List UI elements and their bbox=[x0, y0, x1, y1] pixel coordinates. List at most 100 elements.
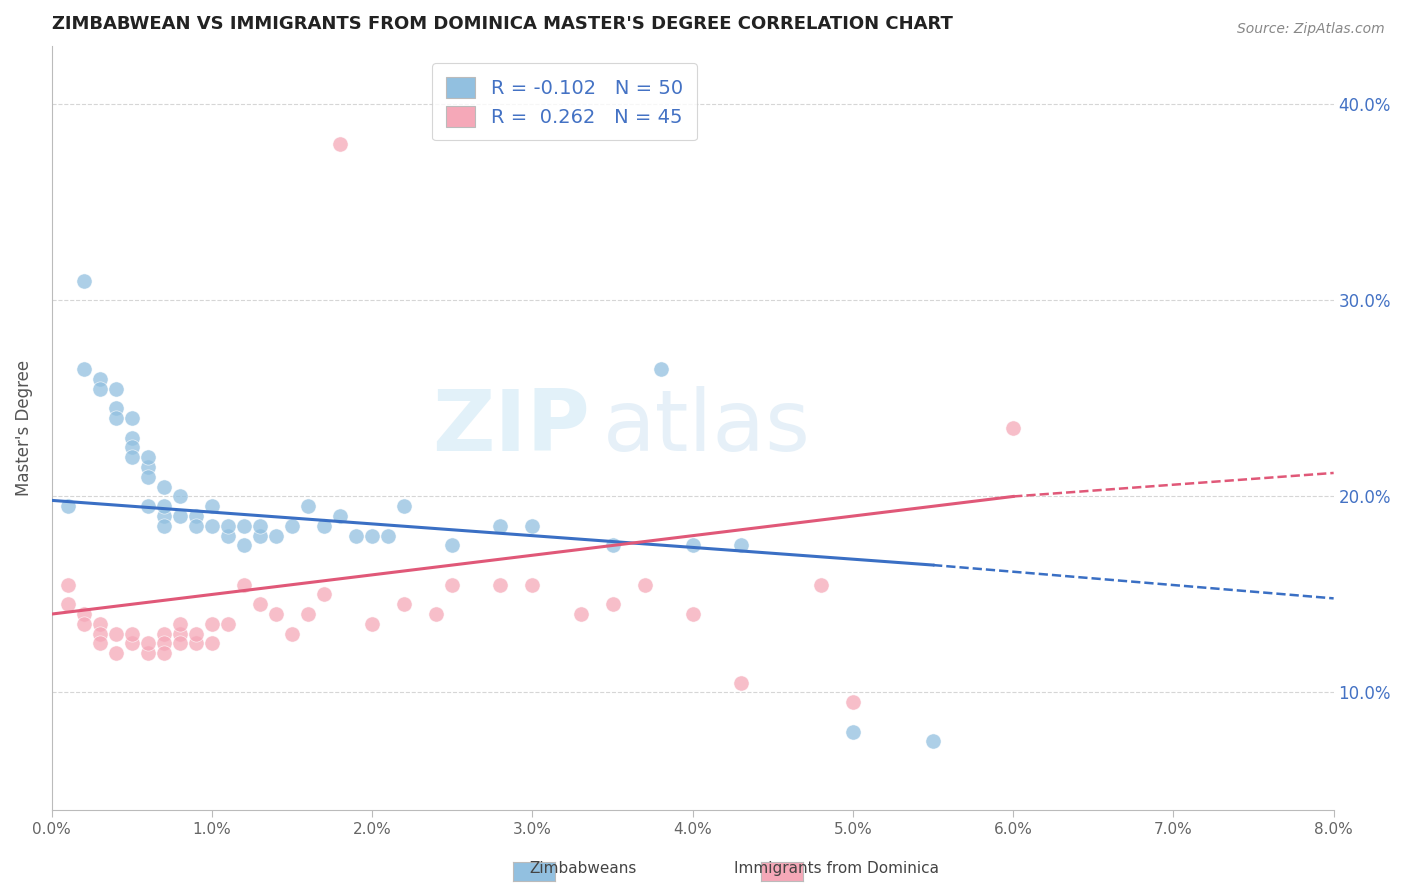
Text: ZIP: ZIP bbox=[433, 386, 591, 469]
Point bbox=[153, 636, 176, 650]
Point bbox=[249, 597, 271, 611]
Point bbox=[121, 431, 143, 445]
Point bbox=[682, 607, 704, 621]
Point bbox=[184, 519, 207, 533]
Point bbox=[730, 539, 752, 553]
Point bbox=[361, 529, 384, 543]
Point bbox=[489, 577, 512, 591]
Point bbox=[394, 500, 416, 514]
Point bbox=[89, 616, 111, 631]
Point bbox=[842, 695, 865, 709]
Point bbox=[153, 519, 176, 533]
Point bbox=[121, 441, 143, 455]
Text: Zimbabweans: Zimbabweans bbox=[530, 861, 637, 876]
Point bbox=[121, 411, 143, 425]
Point bbox=[89, 636, 111, 650]
Point bbox=[602, 539, 624, 553]
Point bbox=[1002, 421, 1025, 435]
Point bbox=[633, 577, 655, 591]
Point bbox=[169, 490, 191, 504]
Point bbox=[233, 539, 256, 553]
Point bbox=[73, 616, 96, 631]
Point bbox=[153, 509, 176, 524]
Point bbox=[169, 509, 191, 524]
Point bbox=[136, 450, 159, 465]
Point bbox=[121, 636, 143, 650]
Point bbox=[650, 362, 672, 376]
Point bbox=[153, 500, 176, 514]
Point bbox=[394, 597, 416, 611]
Point bbox=[56, 597, 79, 611]
Point bbox=[730, 675, 752, 690]
Point bbox=[136, 646, 159, 660]
Point bbox=[73, 607, 96, 621]
Point bbox=[842, 724, 865, 739]
Point bbox=[201, 519, 224, 533]
Y-axis label: Master's Degree: Master's Degree bbox=[15, 359, 32, 496]
Point bbox=[264, 607, 287, 621]
Point bbox=[136, 470, 159, 484]
Point bbox=[377, 529, 399, 543]
Point bbox=[73, 274, 96, 288]
Point bbox=[153, 646, 176, 660]
Text: Immigrants from Dominica: Immigrants from Dominica bbox=[734, 861, 939, 876]
Point bbox=[169, 626, 191, 640]
Point bbox=[73, 362, 96, 376]
Point bbox=[425, 607, 447, 621]
Point bbox=[233, 577, 256, 591]
Point bbox=[201, 636, 224, 650]
Point bbox=[217, 616, 239, 631]
Point bbox=[104, 626, 127, 640]
Point bbox=[249, 519, 271, 533]
Point bbox=[104, 382, 127, 396]
Point bbox=[136, 636, 159, 650]
Point bbox=[56, 577, 79, 591]
Point bbox=[522, 577, 544, 591]
Point bbox=[361, 616, 384, 631]
Point bbox=[153, 480, 176, 494]
Legend: R = -0.102   N = 50, R =  0.262   N = 45: R = -0.102 N = 50, R = 0.262 N = 45 bbox=[433, 63, 696, 140]
Point bbox=[56, 500, 79, 514]
Point bbox=[153, 626, 176, 640]
Point bbox=[522, 519, 544, 533]
Point bbox=[441, 577, 464, 591]
Point bbox=[682, 539, 704, 553]
Point bbox=[217, 529, 239, 543]
Point bbox=[201, 616, 224, 631]
Point bbox=[281, 626, 304, 640]
Point bbox=[441, 539, 464, 553]
Point bbox=[233, 519, 256, 533]
Point bbox=[281, 519, 304, 533]
Point bbox=[121, 626, 143, 640]
Point bbox=[569, 607, 592, 621]
Point bbox=[922, 734, 945, 748]
Point bbox=[89, 382, 111, 396]
Point bbox=[184, 626, 207, 640]
Point bbox=[264, 529, 287, 543]
Text: Source: ZipAtlas.com: Source: ZipAtlas.com bbox=[1237, 22, 1385, 37]
Point bbox=[201, 500, 224, 514]
Point bbox=[104, 411, 127, 425]
Point bbox=[184, 636, 207, 650]
Point bbox=[314, 519, 336, 533]
Point bbox=[184, 509, 207, 524]
Point bbox=[169, 616, 191, 631]
Text: ZIMBABWEAN VS IMMIGRANTS FROM DOMINICA MASTER'S DEGREE CORRELATION CHART: ZIMBABWEAN VS IMMIGRANTS FROM DOMINICA M… bbox=[52, 15, 953, 33]
Point bbox=[344, 529, 367, 543]
Point bbox=[217, 519, 239, 533]
Point bbox=[249, 529, 271, 543]
Point bbox=[489, 519, 512, 533]
Point bbox=[810, 577, 832, 591]
Point bbox=[169, 636, 191, 650]
Point bbox=[104, 401, 127, 416]
Point bbox=[329, 136, 352, 151]
Point bbox=[314, 587, 336, 601]
Point bbox=[297, 500, 319, 514]
Point bbox=[89, 372, 111, 386]
Point bbox=[602, 597, 624, 611]
Text: atlas: atlas bbox=[603, 386, 811, 469]
Point bbox=[104, 646, 127, 660]
Point bbox=[329, 509, 352, 524]
Point bbox=[89, 626, 111, 640]
Point bbox=[136, 460, 159, 475]
